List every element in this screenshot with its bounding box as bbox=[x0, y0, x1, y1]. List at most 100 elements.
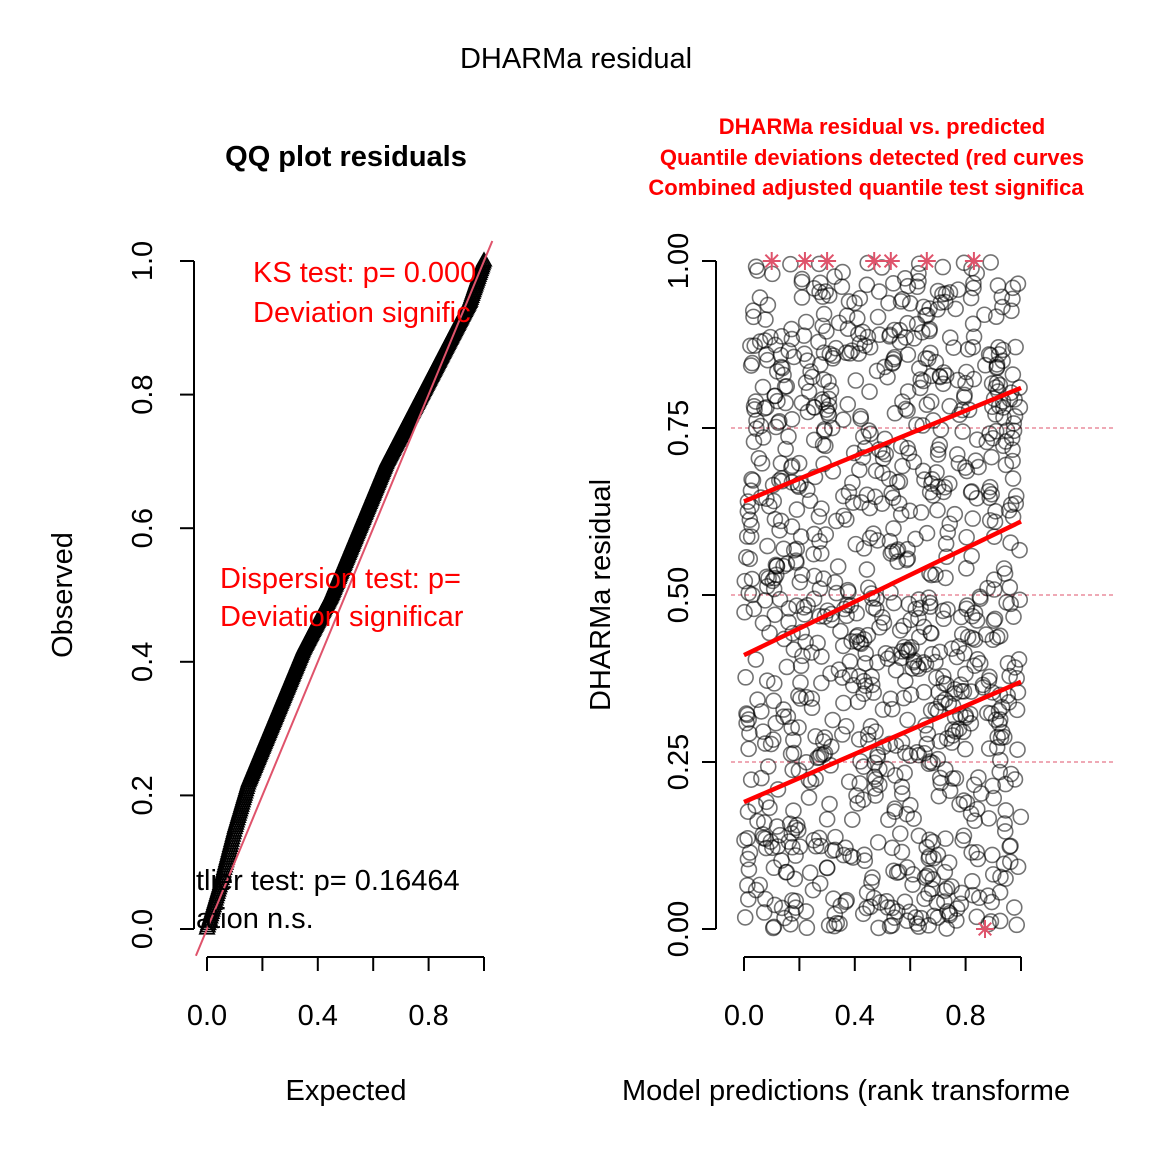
residual-point bbox=[910, 609, 927, 627]
residual-point bbox=[829, 558, 847, 575]
residual-point bbox=[819, 404, 837, 422]
residual-point bbox=[869, 654, 886, 671]
residual-point bbox=[858, 561, 876, 578]
residual-point bbox=[915, 683, 933, 701]
residual-point bbox=[891, 473, 909, 490]
residual-point bbox=[765, 580, 783, 598]
residual-point bbox=[739, 890, 757, 908]
residual-point bbox=[783, 518, 801, 535]
residual-point bbox=[918, 306, 936, 324]
residual-point bbox=[953, 884, 971, 902]
residual-point bbox=[897, 744, 914, 762]
residual-point bbox=[904, 876, 921, 893]
residual-point bbox=[866, 780, 884, 797]
residual-point bbox=[764, 839, 781, 857]
residual-point bbox=[987, 308, 1005, 325]
residual-point bbox=[797, 374, 815, 391]
residual-point bbox=[826, 268, 843, 285]
residual-point bbox=[985, 789, 1003, 807]
residual-point bbox=[740, 740, 757, 758]
residual-point bbox=[759, 758, 777, 775]
residual-point bbox=[869, 308, 887, 326]
residual-point bbox=[832, 622, 849, 640]
residual-point bbox=[935, 483, 952, 501]
residual-point bbox=[871, 776, 888, 794]
residual-point bbox=[801, 864, 819, 882]
residual-point bbox=[983, 448, 1000, 466]
residual-point bbox=[1003, 302, 1020, 320]
residual-point bbox=[757, 839, 775, 857]
residual-point bbox=[851, 775, 869, 792]
residual-point bbox=[844, 494, 862, 511]
residual-point bbox=[810, 333, 827, 351]
residual-point bbox=[1004, 366, 1022, 383]
residual-point bbox=[922, 393, 940, 410]
residual-point bbox=[841, 666, 859, 684]
residual-point bbox=[861, 338, 879, 356]
residual-point bbox=[928, 894, 946, 911]
residual-point bbox=[936, 863, 954, 881]
residual-point bbox=[929, 501, 946, 519]
residual-point bbox=[990, 702, 1008, 720]
residual-point bbox=[987, 503, 1004, 520]
residual-point bbox=[840, 773, 858, 791]
residual-point bbox=[1008, 916, 1026, 934]
residual-point bbox=[964, 886, 982, 904]
qq-plot-panel: QQ plot residuals 0.0 0.2 0.4 0.6 0.8 1.0 0.0… bbox=[47, 141, 494, 1107]
residual-point bbox=[737, 669, 754, 686]
quantile-line-0.75 bbox=[743, 385, 1022, 504]
residual-point bbox=[826, 905, 844, 923]
residual-point bbox=[937, 569, 954, 587]
residual-point bbox=[827, 828, 844, 846]
residual-x-ticks: 0.0 0.4 0.8 bbox=[724, 957, 1022, 1032]
residual-point bbox=[1009, 275, 1027, 292]
qq-plot-title: QQ plot residuals bbox=[225, 141, 467, 173]
qq-x-ticks: 0.0 0.4 0.8 bbox=[187, 957, 485, 1032]
residual-point bbox=[811, 274, 829, 292]
residual-point bbox=[759, 537, 776, 555]
residual-point bbox=[847, 372, 865, 389]
residual-point bbox=[856, 655, 874, 672]
qq-x-tick-label: 0.0 bbox=[187, 1000, 227, 1032]
residual-point bbox=[738, 528, 756, 545]
residual-point bbox=[794, 647, 811, 665]
residual-point bbox=[832, 897, 850, 914]
residual-point bbox=[742, 771, 760, 788]
residual-point bbox=[745, 433, 763, 451]
residual-point bbox=[950, 720, 968, 738]
residual-point bbox=[740, 861, 758, 878]
residual-point bbox=[1007, 338, 1024, 356]
residual-point bbox=[962, 289, 980, 307]
residual-point bbox=[995, 560, 1013, 577]
residual-point bbox=[739, 503, 757, 520]
qq-x-axis-label: Expected bbox=[286, 1075, 407, 1107]
residual-point bbox=[894, 457, 911, 475]
residual-point bbox=[902, 686, 920, 704]
residual-point bbox=[885, 350, 903, 368]
residual-point bbox=[980, 740, 998, 757]
residual-point bbox=[850, 325, 867, 343]
residual-point bbox=[939, 903, 956, 920]
residual-point bbox=[753, 455, 771, 472]
residual-point bbox=[895, 689, 913, 707]
residual-point bbox=[838, 607, 855, 625]
residual-y-ticks: 0.00 0.25 0.50 0.75 1.00 bbox=[663, 233, 716, 957]
residual-point bbox=[815, 305, 833, 323]
qq-y-tick-label: 1.0 bbox=[127, 241, 159, 281]
residual-point bbox=[812, 837, 830, 855]
residual-point bbox=[743, 354, 761, 372]
residual-point bbox=[924, 870, 942, 888]
outlier-star bbox=[818, 252, 837, 270]
residual-point bbox=[993, 723, 1011, 741]
residual-point bbox=[866, 488, 884, 506]
residual-point bbox=[751, 876, 769, 894]
residual-point bbox=[766, 896, 784, 914]
residual-point bbox=[782, 255, 799, 273]
residual-point bbox=[862, 898, 879, 916]
residual-point bbox=[892, 293, 910, 310]
residual-point bbox=[982, 254, 999, 271]
residual-point bbox=[745, 308, 762, 326]
residual-point bbox=[827, 339, 845, 357]
residual-point bbox=[801, 492, 819, 510]
residual-point bbox=[738, 549, 755, 566]
